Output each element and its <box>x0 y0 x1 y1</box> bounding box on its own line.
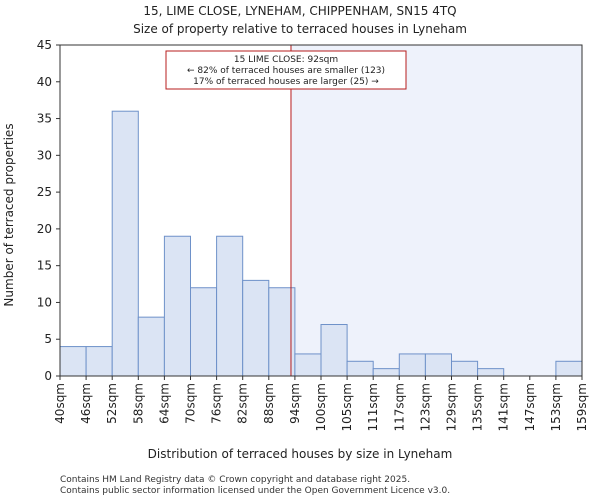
y-tick-label: 20 <box>37 222 52 236</box>
y-tick-label: 30 <box>37 148 52 162</box>
y-axis-label: Number of terraced properties <box>2 123 16 306</box>
x-tick-label: 70sqm <box>184 383 198 424</box>
x-tick-label: 153sqm <box>549 383 563 431</box>
x-tick-label: 82sqm <box>236 383 250 424</box>
bar <box>59 346 87 377</box>
y-tick-label: 45 <box>37 38 52 52</box>
x-tick-label: 94sqm <box>288 383 302 424</box>
x-tick-label: 141sqm <box>497 383 511 431</box>
bar <box>85 346 113 377</box>
x-tick-label: 147sqm <box>523 383 537 431</box>
annotation-line-2: ← 82% of terraced houses are smaller (12… <box>187 66 385 76</box>
bar <box>372 368 400 377</box>
x-tick-label: 88sqm <box>262 383 276 424</box>
y-tick-label: 35 <box>37 112 52 126</box>
annotation-border <box>165 50 407 90</box>
y-tick-label: 15 <box>37 259 52 273</box>
y-tick-label: 40 <box>37 75 52 89</box>
annotation-line-3: 17% of terraced houses are larger (25) → <box>193 77 379 87</box>
bars-group <box>59 110 583 377</box>
x-tick-label: 100sqm <box>314 383 328 431</box>
bar <box>163 235 191 377</box>
bar <box>294 353 322 377</box>
y-ticks-group: 0 5 10 15 20 25 30 35 40 45 <box>37 38 60 383</box>
x-tick-label: 58sqm <box>131 383 145 424</box>
x-tick-label: 46sqm <box>79 383 93 424</box>
x-tick-label: 76sqm <box>210 383 224 424</box>
y-tick-label: 10 <box>37 295 52 309</box>
x-tick-label: 40sqm <box>53 383 67 424</box>
x-ticks-group: 40sqm 46sqm 52sqm 58sqm 64sqm 70sqm 76sqm 82sqm… <box>53 376 589 431</box>
bar <box>424 353 452 377</box>
annotation-line-1: 15 LIME CLOSE: 92sqm <box>234 55 338 65</box>
larger-region-shading <box>290 45 582 376</box>
x-tick-label: 105sqm <box>340 383 354 431</box>
bar <box>398 353 426 377</box>
x-tick-label: 117sqm <box>392 383 406 431</box>
y-tick-label: 5 <box>44 332 52 346</box>
annotation-box: 15 LIME CLOSE: 92sqm ← 82% of terraced h… <box>165 50 407 90</box>
bar <box>451 360 479 377</box>
bar <box>555 360 583 377</box>
y-tick-label: 25 <box>37 185 52 199</box>
x-tick-label: 135sqm <box>471 383 485 431</box>
x-tick-label: 123sqm <box>418 383 432 431</box>
x-tick-label: 129sqm <box>445 383 459 431</box>
x-tick-label: 111sqm <box>366 383 380 431</box>
bar <box>137 316 165 377</box>
bar <box>190 287 218 377</box>
chart-subtitle: Size of property relative to terraced ho… <box>133 22 467 36</box>
bar <box>216 235 244 377</box>
footer-line-2: Contains public sector information licen… <box>60 486 450 496</box>
x-axis-label: Distribution of terraced houses by size … <box>148 447 453 461</box>
bar <box>242 279 270 377</box>
chart-title: 15, LIME CLOSE, LYNEHAM, CHIPPENHAM, SN1… <box>143 4 456 18</box>
y-tick-label: 0 <box>44 369 52 383</box>
bar <box>477 368 505 377</box>
x-tick-label: 64sqm <box>157 383 171 424</box>
bar <box>111 110 139 377</box>
x-tick-label: 159sqm <box>575 383 589 431</box>
x-tick-label: 52sqm <box>105 383 119 424</box>
bar <box>320 324 348 377</box>
bar <box>346 360 374 377</box>
footer-line-1: Contains HM Land Registry data © Crown c… <box>60 475 410 485</box>
